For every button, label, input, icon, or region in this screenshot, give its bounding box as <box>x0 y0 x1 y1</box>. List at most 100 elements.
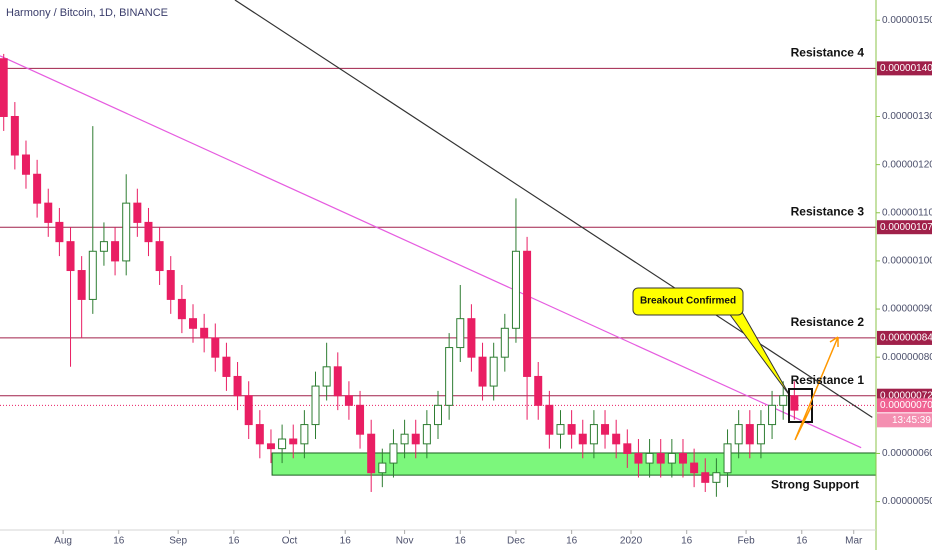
y-tick-label: 0.00000060 <box>882 448 932 459</box>
trendline <box>0 55 862 449</box>
candle-body <box>634 452 643 464</box>
candle-body <box>511 250 520 329</box>
candle-body <box>322 366 331 387</box>
candle-body <box>790 395 799 411</box>
candle-body <box>567 424 576 435</box>
candle-body <box>690 462 699 474</box>
y-tick-label: 0.00000090 <box>882 304 932 315</box>
candle-body <box>289 438 298 445</box>
y-tick-label: 0.00000100 <box>882 256 932 267</box>
candle-body <box>300 424 309 445</box>
price-tag <box>877 61 932 76</box>
x-tick-label: Sep <box>169 536 187 547</box>
candle-body <box>667 452 676 464</box>
candle-body <box>712 472 721 483</box>
y-tick-label: 0.00000080 <box>882 352 932 363</box>
candle-body <box>233 375 242 397</box>
last-price-label: 0.00000070 <box>880 400 932 411</box>
candle-body <box>500 327 509 358</box>
candle-body <box>333 366 342 397</box>
price-tag-label: 0.00000140 <box>880 63 932 74</box>
candle-body <box>111 241 120 262</box>
candle-body <box>400 433 409 445</box>
candle-body <box>122 202 131 262</box>
last-price-tag <box>877 398 932 413</box>
candle-body <box>656 452 665 464</box>
x-tick-label: 2020 <box>620 536 643 547</box>
resistance-name: Resistance 2 <box>791 315 865 329</box>
candle-body <box>523 250 532 377</box>
candle-body <box>645 452 654 464</box>
support-zone <box>271 452 877 476</box>
price-tag <box>877 220 932 235</box>
candle-body <box>534 375 543 406</box>
x-tick-label: 16 <box>340 536 352 547</box>
candle-body <box>612 433 621 445</box>
candle-body <box>77 270 86 300</box>
candle-body <box>311 385 320 426</box>
candle-body <box>756 424 765 445</box>
countdown-label: 13:45:39 <box>892 415 931 426</box>
candle-body <box>378 462 387 474</box>
candle-body <box>99 241 108 252</box>
x-tick-label: 16 <box>566 536 578 547</box>
x-tick-label: 16 <box>796 536 808 547</box>
candle-body <box>445 347 454 406</box>
countdown-tag <box>877 413 932 428</box>
y-tick-label: 0.00000050 <box>882 496 932 507</box>
candle-body <box>10 115 19 156</box>
candle-body <box>133 202 142 223</box>
x-tick-label: 16 <box>681 536 693 547</box>
candle-body <box>177 298 186 320</box>
x-tick-label: 16 <box>228 536 240 547</box>
resistance-name: Resistance 1 <box>791 373 865 387</box>
candle-body <box>33 173 42 204</box>
candle-body <box>244 395 253 426</box>
candle-body <box>389 443 398 464</box>
candle-body <box>456 318 465 349</box>
candle-body <box>189 318 198 329</box>
candle-body <box>734 424 743 445</box>
x-tick-label: 16 <box>113 536 125 547</box>
y-tick-label: 0.00000120 <box>882 159 932 170</box>
candle-body <box>166 270 175 300</box>
y-tick-label: 0.00000130 <box>882 111 932 122</box>
projection-arrow <box>794 336 839 441</box>
candle-body <box>411 433 420 445</box>
candle-body <box>266 443 275 450</box>
y-tick-label: 0.00000150 <box>882 15 932 26</box>
candle-body <box>578 433 587 445</box>
price-tag-label: 0.00000084 <box>880 333 932 344</box>
candle-body <box>478 356 487 387</box>
x-tick-label: Nov <box>396 536 414 547</box>
resistance-name: Resistance 3 <box>791 204 865 218</box>
candle-body <box>66 241 75 272</box>
candle-body <box>779 395 788 406</box>
x-tick-label: 16 <box>455 536 467 547</box>
support-label: Strong Support <box>771 477 859 491</box>
candle-body <box>545 404 554 435</box>
candle-body <box>44 202 53 223</box>
candle-body <box>367 433 376 474</box>
callout-box <box>632 287 744 316</box>
candle-body <box>200 327 209 339</box>
x-tick-label: Dec <box>507 536 525 547</box>
price-tag-label: 0.00000107 <box>880 222 932 233</box>
candle-body <box>356 404 365 435</box>
candle-body <box>0 58 8 117</box>
candle-body <box>701 472 710 483</box>
price-tag-label: 0.00000072 <box>880 390 932 401</box>
price-tag <box>877 330 932 345</box>
candle-body <box>88 250 97 300</box>
candle-body <box>623 443 632 454</box>
candle-body <box>422 424 431 445</box>
x-tick-label: Feb <box>737 536 755 547</box>
candle-body <box>745 424 754 445</box>
candle-body <box>489 356 498 387</box>
candle-body <box>467 318 476 358</box>
candle-body <box>556 424 565 435</box>
candle-body <box>255 424 264 445</box>
candle-body <box>723 443 732 474</box>
candle-body <box>434 404 442 426</box>
chart-title: Harmony / Bitcoin, 1D, BINANCE <box>6 7 168 19</box>
